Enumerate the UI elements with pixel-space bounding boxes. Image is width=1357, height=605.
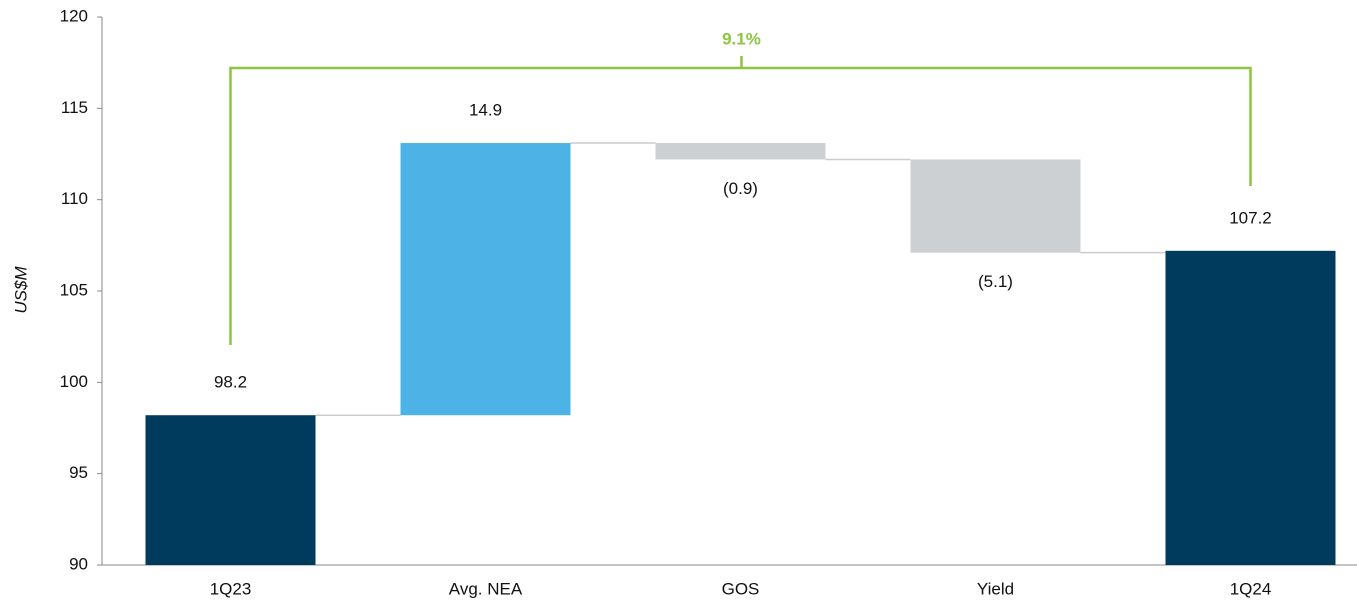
data-label: 98.2	[214, 373, 247, 392]
y-tick-label: 105	[60, 280, 88, 299]
bar	[145, 415, 316, 565]
x-tick-label: GOS	[722, 579, 760, 598]
bar	[655, 143, 826, 160]
y-axis-label: US$M	[11, 266, 30, 314]
bracket	[229, 66, 1252, 345]
annotation: 9.1%	[722, 29, 761, 48]
y-tick-label: 115	[61, 98, 88, 117]
bar	[910, 159, 1081, 253]
x-tick-label: Avg. NEA	[449, 579, 523, 598]
data-label: 107.2	[1229, 208, 1272, 227]
y-tick-label: 120	[60, 6, 88, 25]
y-tick-label: 100	[60, 372, 88, 391]
x-tick-label: Yield	[977, 579, 1014, 598]
y-tick-label: 110	[61, 189, 88, 208]
y-tick-label: 90	[69, 554, 88, 573]
y-tick-label: 95	[69, 463, 88, 482]
bar	[1165, 250, 1336, 565]
data-label: (5.1)	[978, 272, 1013, 291]
data-label: 14.9	[469, 101, 502, 120]
x-tick-label: 1Q24	[1230, 579, 1272, 598]
x-tick-label: 1Q23	[210, 579, 252, 598]
data-label: (0.9)	[723, 179, 758, 198]
bar	[400, 143, 571, 416]
